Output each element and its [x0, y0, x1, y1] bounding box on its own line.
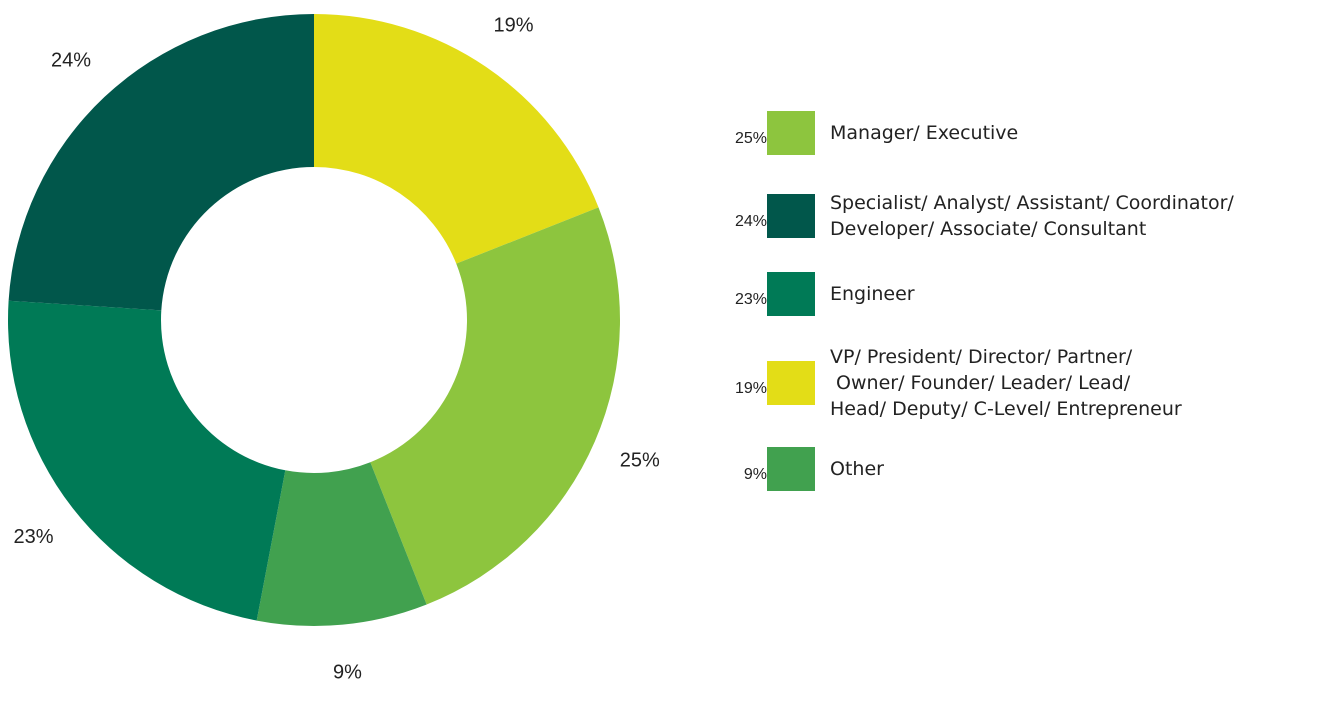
legend-value: 24% — [734, 213, 767, 230]
legend-item: 25% Manager/ Executive — [700, 93, 1018, 173]
legend-value: 25% — [734, 130, 767, 147]
legend-value: 19% — [734, 380, 767, 397]
slice-label: 19% — [494, 15, 534, 37]
slice-label: 25% — [620, 449, 660, 471]
slice — [256, 462, 427, 626]
legend-swatch — [767, 361, 815, 405]
slice-label: 24% — [51, 49, 91, 71]
slice — [8, 13, 314, 311]
legend-value: 9% — [743, 466, 767, 483]
legend-swatch — [767, 447, 815, 491]
legend-value: 23% — [734, 291, 767, 308]
slice — [370, 207, 620, 605]
legend-item: 19% VP/ President/ Director/ Partner/ Own… — [700, 343, 1182, 423]
legend-item: 23% Engineer — [700, 254, 915, 334]
legend-swatch — [767, 194, 815, 238]
legend-label: Engineer — [830, 283, 915, 305]
legend-swatch — [767, 272, 815, 316]
legend-label: Other — [830, 458, 884, 480]
slice-label: 9% — [333, 662, 362, 684]
slice — [314, 14, 599, 264]
legend-item: 9% Other — [700, 429, 884, 509]
slice — [7, 300, 286, 621]
legend-item: 24% Specialist/ Analyst/ Assistant/ Coord… — [700, 176, 1234, 256]
legend-label: Manager/ Executive — [830, 122, 1019, 144]
legend-swatch — [767, 111, 815, 155]
legend-label: Specialist/ Analyst/ Assistant/ Coordina… — [830, 192, 1234, 240]
slice-label: 23% — [13, 526, 53, 548]
legend-label: VP/ President/ Director/ Partner/ Owner/… — [830, 346, 1182, 420]
